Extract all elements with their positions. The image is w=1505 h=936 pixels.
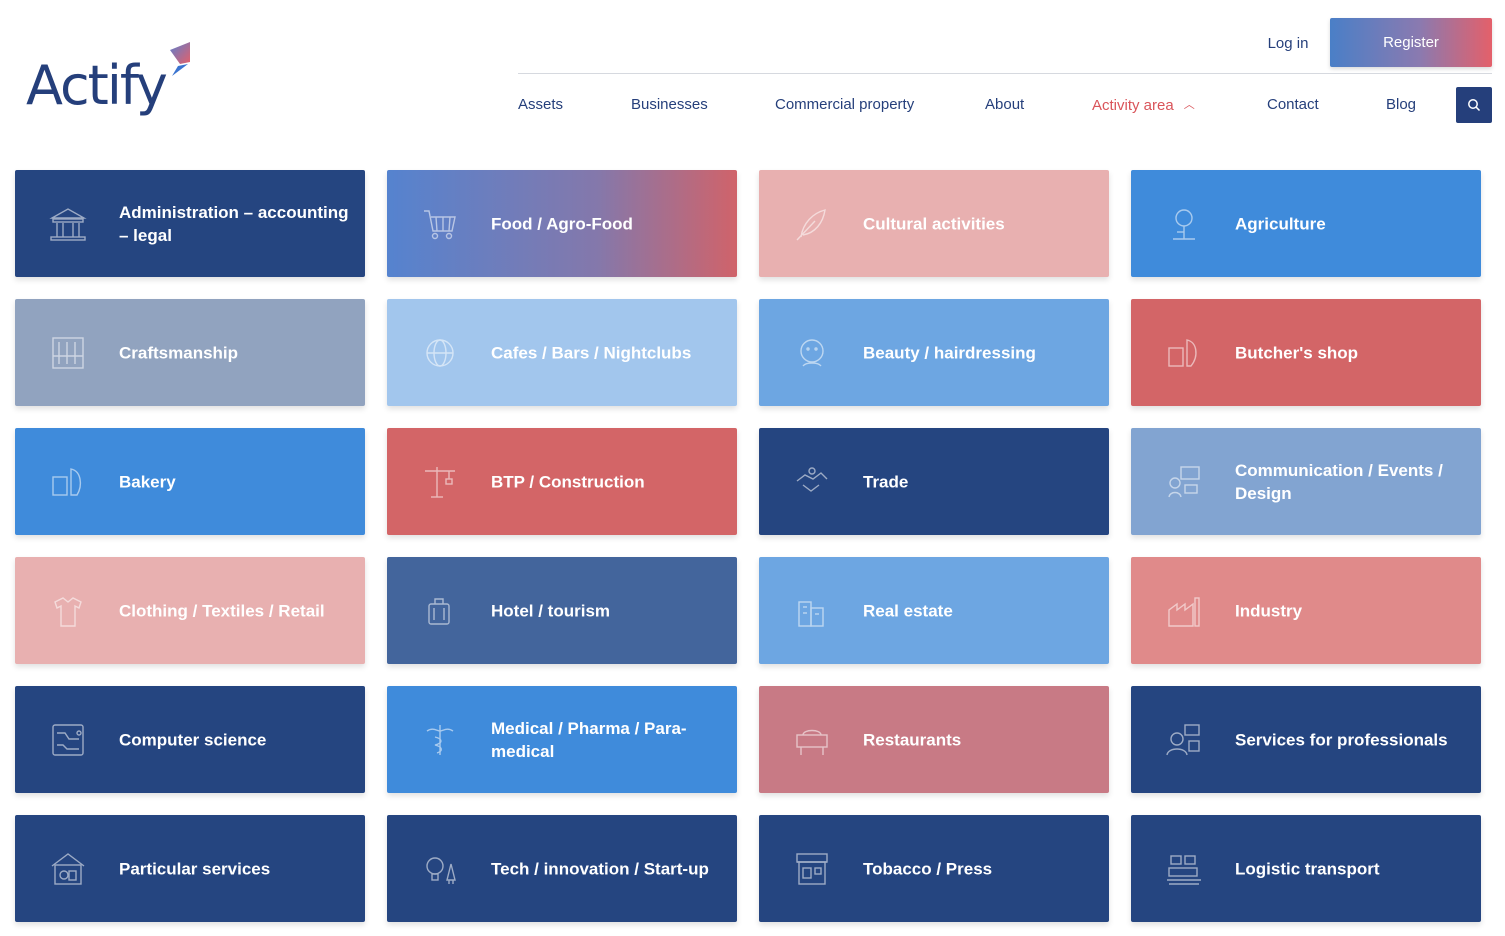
activity-card[interactable]: Craftsmanship [15, 299, 365, 406]
nav-item-contact[interactable]: Contact [1267, 96, 1319, 113]
login-link[interactable]: Log in [1267, 34, 1309, 52]
activity-card[interactable]: Tobacco / Press [759, 815, 1109, 922]
bread-icon [52, 468, 82, 496]
nav-item-blog[interactable]: Blog [1386, 96, 1417, 113]
factory-icon [1168, 597, 1200, 627]
search-button[interactable] [1456, 87, 1492, 123]
activity-card[interactable]: Cultural activities [759, 170, 1109, 277]
activity-card-label: BTP / Construction [491, 472, 645, 491]
activity-card-label: Bakery [119, 472, 176, 491]
activity-card[interactable]: Real estate [759, 557, 1109, 664]
feather-icon [796, 209, 826, 241]
nav-item-activity-area[interactable]: Activity area ︿ [1092, 96, 1195, 114]
nav-item-about[interactable]: About [985, 96, 1025, 113]
luggage-icon [428, 598, 450, 625]
cargo-icon [1167, 855, 1201, 885]
logo[interactable]: Actify [26, 42, 196, 122]
activity-card-label: Medical / Pharma / Para-medical [491, 718, 687, 761]
activity-card-label: Particular services [119, 859, 271, 878]
logo-text: Actify [26, 54, 168, 117]
restaurant-icon [796, 729, 828, 755]
support-agent-icon [1166, 724, 1200, 756]
nav-item-activity-area-label: Activity area [1092, 97, 1174, 114]
nav-item-commercial-property[interactable]: Commercial property [775, 96, 915, 113]
shopping-cart-icon [424, 210, 456, 240]
activity-card[interactable]: Medical / Pharma / Para-medical [387, 686, 737, 793]
chevron-up-icon: ︿ [1183, 99, 1195, 111]
nav-item-assets[interactable]: Assets [518, 96, 564, 113]
activity-card-label: Industry [1235, 601, 1303, 620]
activity-card-label: Real estate [863, 601, 953, 620]
activity-card[interactable]: Hotel / tourism [387, 557, 737, 664]
activity-card[interactable]: Computer science [15, 686, 365, 793]
activity-card[interactable]: Particular services [15, 815, 365, 922]
activity-card-label: Logistic transport [1235, 859, 1380, 878]
activity-card-label: Services for professionals [1235, 730, 1448, 749]
circuit-icon [52, 724, 84, 756]
activity-card-label: Craftsmanship [119, 343, 239, 362]
nav-item-businesses[interactable]: Businesses [631, 96, 708, 113]
activity-card-label: Computer science [119, 730, 267, 749]
crane-icon [425, 467, 455, 498]
activity-card-label: Hotel / tourism [491, 601, 611, 620]
shirt-icon [54, 597, 82, 627]
home-service-icon [51, 853, 85, 885]
activity-card[interactable]: Logistic transport [1131, 815, 1481, 922]
activity-card[interactable]: BTP / Construction [387, 428, 737, 535]
activity-card[interactable]: Bakery [15, 428, 365, 535]
shop-front-icon [796, 853, 828, 885]
activity-card-label: Food / Agro-Food [491, 214, 633, 233]
search-icon [1468, 99, 1481, 112]
activity-card[interactable]: Food / Agro-Food [387, 170, 737, 277]
handshake-icon [796, 467, 828, 492]
buildings-icon [798, 601, 824, 627]
activity-card[interactable]: Services for professionals [1131, 686, 1481, 793]
activity-card[interactable]: Agriculture [1131, 170, 1481, 277]
activity-card-label: Communication / Events / Design [1235, 460, 1443, 503]
activity-card[interactable]: Communication / Events / Design [1131, 428, 1481, 535]
register-button[interactable]: Register [1330, 18, 1492, 67]
activity-card-label: Butcher's shop [1235, 343, 1359, 362]
tools-icon [52, 337, 84, 369]
main-nav: Assets Businesses Commercial property Ab… [518, 86, 1492, 124]
meat-icon [1168, 339, 1197, 367]
bank-building-icon [49, 208, 87, 241]
activity-card[interactable]: Butcher's shop [1131, 299, 1481, 406]
activity-card[interactable]: Industry [1131, 557, 1481, 664]
activity-card[interactable]: Cafes / Bars / Nightclubs [387, 299, 737, 406]
activity-card-label: Restaurants [863, 730, 962, 749]
activity-card-label: Tobacco / Press [863, 859, 993, 878]
lightbulb-rocket-icon [426, 857, 456, 884]
activity-card-label: Cafes / Bars / Nightclubs [491, 343, 692, 362]
logo-mark-icon [170, 42, 190, 76]
activity-card-label: Beauty / hairdressing [863, 343, 1036, 362]
activity-card[interactable]: Clothing / Textiles / Retail [15, 557, 365, 664]
megaphone-icon [1168, 466, 1200, 498]
nav-divider [518, 73, 1492, 74]
activity-card-label: Tech / innovation / Start-up [491, 859, 709, 878]
activity-card-label: Clothing / Textiles / Retail [119, 601, 325, 620]
activity-card[interactable]: Trade [759, 428, 1109, 535]
tree-icon [1173, 209, 1195, 240]
globe-icon [426, 339, 454, 367]
activity-card[interactable]: Restaurants [759, 686, 1109, 793]
activity-card[interactable]: Administration – accounting – legal [15, 170, 365, 277]
activity-card-label: Trade [863, 472, 909, 491]
activity-grid: Administration – accounting – legal Food… [15, 170, 1481, 922]
activity-card-label: Agriculture [1235, 214, 1326, 233]
activity-card-label: Cultural activities [863, 214, 1005, 233]
activity-card-label: Administration – accounting – legal [119, 202, 349, 245]
caduceus-icon [426, 725, 454, 755]
activity-card[interactable]: Beauty / hairdressing [759, 299, 1109, 406]
face-icon [800, 339, 824, 367]
activity-card[interactable]: Tech / innovation / Start-up [387, 815, 737, 922]
